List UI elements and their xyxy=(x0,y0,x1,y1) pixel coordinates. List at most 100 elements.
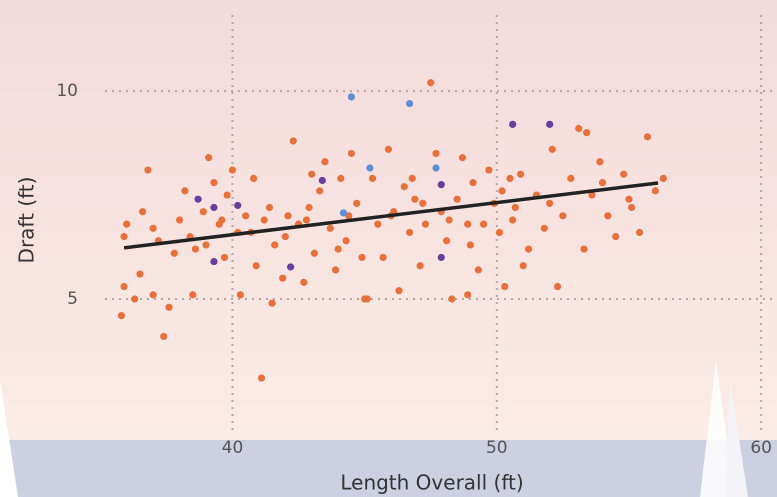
point xyxy=(524,245,533,253)
point xyxy=(464,220,472,228)
point xyxy=(257,374,266,382)
point xyxy=(149,291,157,299)
point xyxy=(308,170,316,178)
point xyxy=(250,174,258,183)
point xyxy=(384,145,393,153)
x-tick-label: 60 xyxy=(750,438,772,458)
point xyxy=(165,303,173,311)
point xyxy=(236,291,244,299)
point xyxy=(342,237,350,245)
sail xyxy=(700,360,735,497)
point xyxy=(321,158,329,166)
y-axis-title: Draft (ft) xyxy=(15,177,39,264)
point xyxy=(305,203,313,212)
point xyxy=(408,174,416,183)
point xyxy=(302,216,311,224)
point xyxy=(546,120,554,128)
point xyxy=(620,170,628,178)
point xyxy=(228,166,237,174)
point xyxy=(361,295,369,303)
point xyxy=(405,99,414,108)
point xyxy=(379,253,387,262)
point xyxy=(604,212,612,220)
point xyxy=(326,224,334,232)
point xyxy=(400,183,408,191)
trend-line xyxy=(123,181,659,250)
point xyxy=(210,203,218,212)
point xyxy=(175,216,184,224)
point xyxy=(432,164,440,172)
point xyxy=(596,158,604,166)
point xyxy=(334,245,342,253)
point xyxy=(419,199,427,207)
point xyxy=(123,220,131,228)
point xyxy=(358,253,366,262)
point xyxy=(442,237,451,245)
point xyxy=(540,224,548,232)
point xyxy=(191,245,200,253)
point xyxy=(331,266,340,274)
point xyxy=(318,176,326,185)
point xyxy=(466,241,474,249)
point xyxy=(395,287,403,295)
point xyxy=(479,220,488,228)
sail xyxy=(0,380,18,497)
point xyxy=(448,295,456,303)
point xyxy=(220,253,229,262)
point xyxy=(170,249,178,257)
sail xyxy=(725,380,748,497)
point xyxy=(160,332,168,341)
point xyxy=(252,262,260,270)
point xyxy=(120,282,128,291)
point xyxy=(511,203,519,212)
point xyxy=(421,220,430,228)
y-tick-label: 5 xyxy=(67,289,78,309)
point xyxy=(287,263,295,271)
point xyxy=(366,164,374,172)
point xyxy=(131,295,139,303)
point xyxy=(223,191,231,199)
point xyxy=(345,212,353,220)
x-tick-label: 50 xyxy=(486,438,508,458)
point xyxy=(553,282,562,291)
point xyxy=(643,133,652,141)
point xyxy=(625,195,633,203)
point xyxy=(210,178,218,187)
point xyxy=(659,174,667,183)
point xyxy=(347,149,356,158)
point xyxy=(580,245,588,253)
point xyxy=(437,181,445,189)
point xyxy=(458,154,467,162)
point xyxy=(189,291,197,299)
point xyxy=(138,208,147,216)
point xyxy=(339,209,348,217)
y-tick-label: 10 xyxy=(56,81,78,101)
background-sky xyxy=(0,0,777,440)
point xyxy=(120,233,128,241)
point xyxy=(284,212,292,220)
point xyxy=(509,216,517,224)
point xyxy=(281,233,289,241)
point xyxy=(205,154,213,162)
point xyxy=(548,145,556,153)
point xyxy=(136,270,144,278)
point xyxy=(181,187,189,195)
point xyxy=(210,257,218,266)
point xyxy=(316,187,324,195)
point xyxy=(260,216,268,224)
point xyxy=(516,170,525,178)
point xyxy=(612,233,620,241)
point xyxy=(598,178,607,187)
point xyxy=(651,187,660,195)
point xyxy=(559,212,567,220)
point xyxy=(347,93,356,101)
point xyxy=(310,249,319,257)
point xyxy=(498,187,506,195)
point xyxy=(453,195,461,203)
point xyxy=(144,166,152,174)
point xyxy=(506,174,514,183)
point xyxy=(300,278,308,286)
plot-area: 40 50 60 5 10 xyxy=(56,15,777,458)
point xyxy=(265,203,274,212)
